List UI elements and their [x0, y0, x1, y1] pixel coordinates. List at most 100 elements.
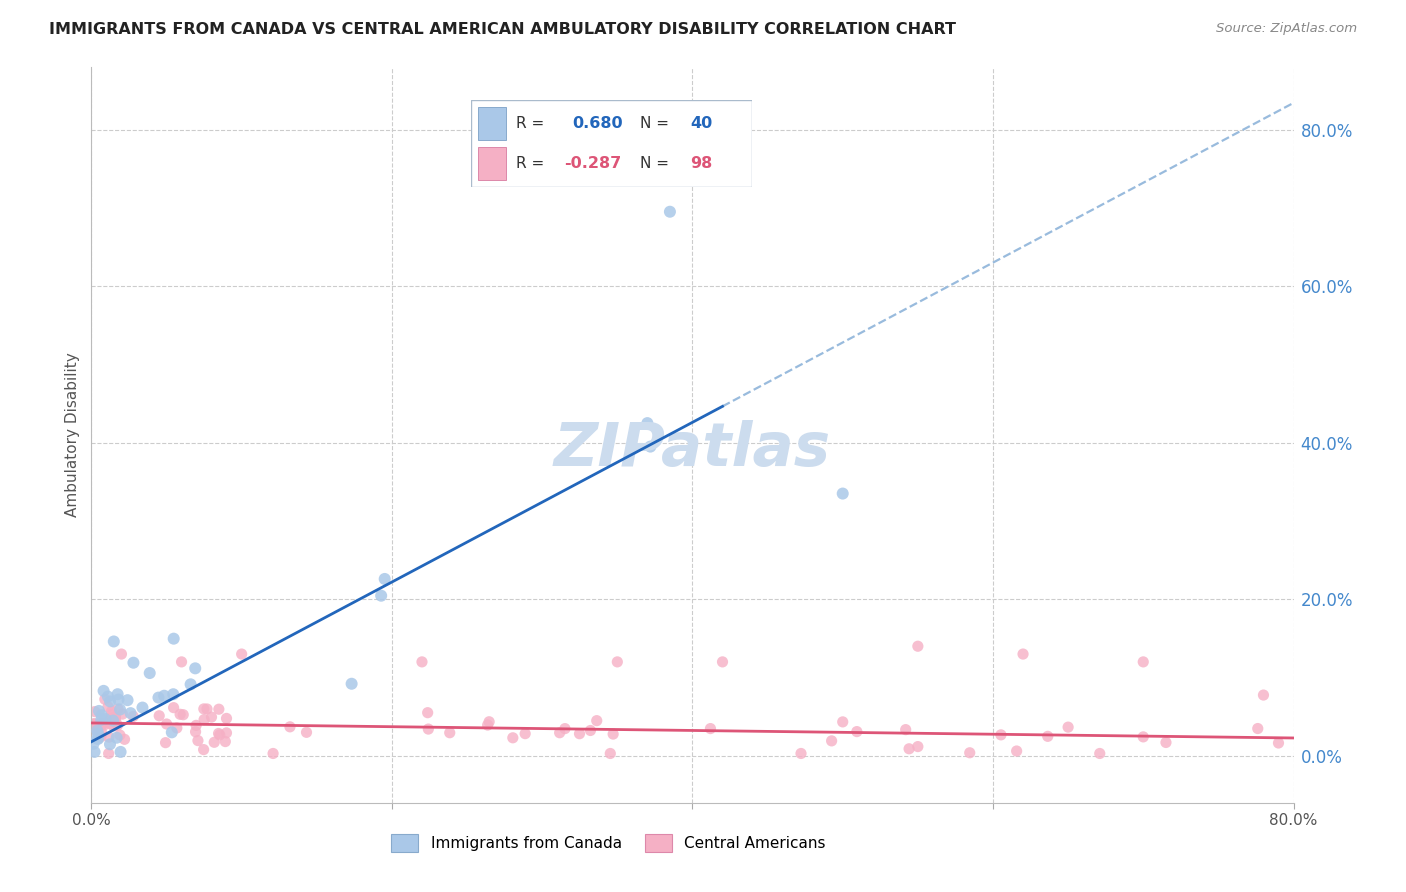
Point	[90, 730, 112, 744]
Point	[148, 708, 170, 723]
Point	[894, 723, 917, 737]
Point	[215, 711, 238, 725]
Legend: Immigrants from Canada, Central Americans: Immigrants from Canada, Central American…	[385, 828, 832, 858]
Point	[90, 708, 112, 723]
Point	[97, 747, 120, 761]
Point	[548, 725, 571, 739]
Point	[100, 704, 122, 718]
Point	[370, 589, 392, 603]
Point	[820, 734, 842, 748]
Point	[1036, 729, 1059, 743]
Point	[200, 710, 222, 724]
Point	[411, 655, 433, 669]
Point	[97, 690, 120, 704]
Point	[83, 716, 105, 731]
Text: 0.680: 0.680	[572, 116, 623, 131]
Point	[166, 721, 188, 735]
Point	[418, 722, 440, 736]
Point	[295, 725, 318, 739]
Point	[515, 726, 537, 740]
Point	[1132, 655, 1154, 669]
Text: N =: N =	[640, 156, 669, 171]
Point	[636, 416, 658, 430]
Point	[87, 727, 110, 741]
Point	[160, 725, 183, 739]
Point	[100, 712, 122, 726]
Text: N =: N =	[640, 116, 669, 131]
Text: 98: 98	[690, 156, 713, 171]
Point	[90, 724, 112, 739]
Point	[214, 734, 236, 748]
Point	[193, 702, 215, 716]
Point	[101, 714, 124, 728]
Point	[93, 718, 115, 732]
Text: R =: R =	[516, 156, 544, 171]
Point	[83, 705, 105, 719]
Point	[193, 713, 215, 727]
Text: 40: 40	[690, 116, 713, 131]
Point	[107, 692, 129, 706]
Point	[90, 717, 112, 731]
Point	[606, 655, 628, 669]
Point	[110, 745, 132, 759]
Point	[1088, 747, 1111, 761]
Point	[83, 723, 105, 737]
Point	[184, 661, 207, 675]
Point	[98, 716, 121, 731]
Point	[1253, 688, 1275, 702]
Point	[1005, 744, 1028, 758]
Point	[180, 677, 202, 691]
Point	[170, 655, 193, 669]
Point	[100, 707, 122, 722]
Bar	[478, 147, 506, 180]
Point	[990, 728, 1012, 742]
Point	[439, 725, 461, 739]
Point	[193, 742, 215, 756]
Point	[579, 723, 602, 738]
Point	[658, 204, 681, 219]
Point	[477, 718, 499, 732]
Point	[169, 707, 191, 722]
Point	[138, 666, 160, 681]
Point	[104, 710, 127, 724]
Point	[90, 716, 112, 731]
Point	[98, 711, 121, 725]
Point	[215, 726, 238, 740]
Point	[155, 717, 177, 731]
Point	[711, 655, 734, 669]
Point	[94, 692, 117, 706]
Point	[1267, 736, 1289, 750]
Point	[231, 647, 253, 661]
Point	[83, 718, 105, 732]
Point	[90, 713, 112, 727]
Point	[98, 694, 121, 708]
Point	[103, 634, 125, 648]
Point	[1012, 647, 1035, 661]
Point	[97, 699, 120, 714]
Point	[103, 719, 125, 733]
Text: Source: ZipAtlas.com: Source: ZipAtlas.com	[1216, 22, 1357, 36]
Point	[554, 722, 576, 736]
Point	[1132, 730, 1154, 744]
Point	[262, 747, 284, 761]
Point	[82, 737, 104, 751]
Point	[187, 733, 209, 747]
Point	[87, 704, 110, 718]
Point	[585, 714, 607, 728]
Point	[91, 716, 114, 731]
Point	[86, 723, 108, 738]
Point	[602, 727, 624, 741]
Point	[162, 700, 184, 714]
Point	[831, 486, 853, 500]
Point	[86, 718, 108, 732]
Point	[122, 709, 145, 723]
Point	[172, 707, 194, 722]
Point	[98, 737, 121, 751]
Point	[195, 702, 218, 716]
Point	[207, 726, 229, 740]
Point	[1154, 735, 1177, 749]
Point	[114, 732, 136, 747]
Point	[86, 731, 108, 746]
Bar	[478, 107, 506, 140]
Point	[94, 712, 117, 726]
